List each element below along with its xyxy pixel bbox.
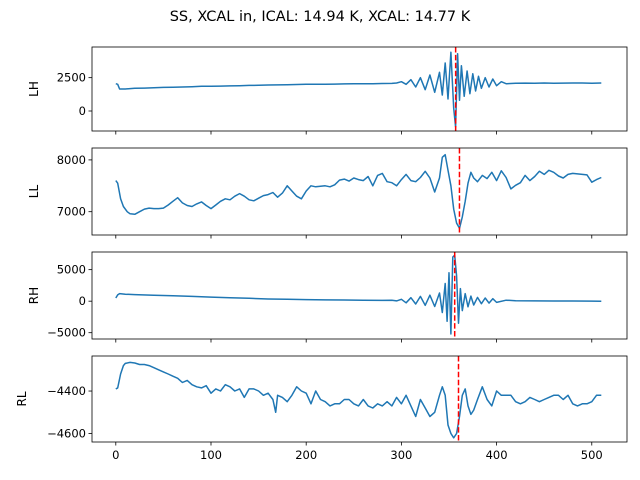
ll-ytick-label: 8000 (57, 153, 86, 167)
rl-ylabel: RL (15, 391, 29, 406)
lh-ylabel: LH (27, 81, 41, 97)
rl-xtick-label: 500 (581, 448, 603, 462)
rl-xtick-label: 0 (112, 448, 119, 462)
rh-ytick-label: 5000 (57, 263, 86, 277)
lh-series-line (115, 51, 602, 128)
rl-xtick-label: 400 (486, 448, 508, 462)
rl-xtick-label: 100 (200, 448, 222, 462)
figure-title: SS, XCAL in, ICAL: 14.94 K, XCAL: 14.77 … (169, 9, 471, 25)
lh-ytick-label: 0 (79, 104, 86, 118)
rl-xtick-label: 300 (390, 448, 412, 462)
rh-series-line (115, 254, 602, 335)
rh-axes-frame (91, 251, 628, 340)
ll-series-line (115, 153, 602, 230)
rh-ytick-label: −5000 (47, 326, 86, 340)
rl-xtick-label: 200 (295, 448, 317, 462)
rh-ylabel: RH (27, 287, 41, 304)
rl-ytick-label: −4400 (47, 384, 86, 398)
rl-ytick-label: −4600 (47, 427, 86, 441)
rh-ytick-label: 0 (79, 294, 86, 308)
lh-ytick-label: 2500 (57, 71, 86, 85)
rl-axes-frame (91, 355, 628, 443)
ll-ytick-label: 7000 (57, 205, 86, 219)
ll-axes-frame (91, 147, 628, 236)
lh-axes-frame (91, 46, 628, 132)
rl-series-line (115, 361, 602, 439)
ll-ylabel: LL (27, 185, 41, 199)
